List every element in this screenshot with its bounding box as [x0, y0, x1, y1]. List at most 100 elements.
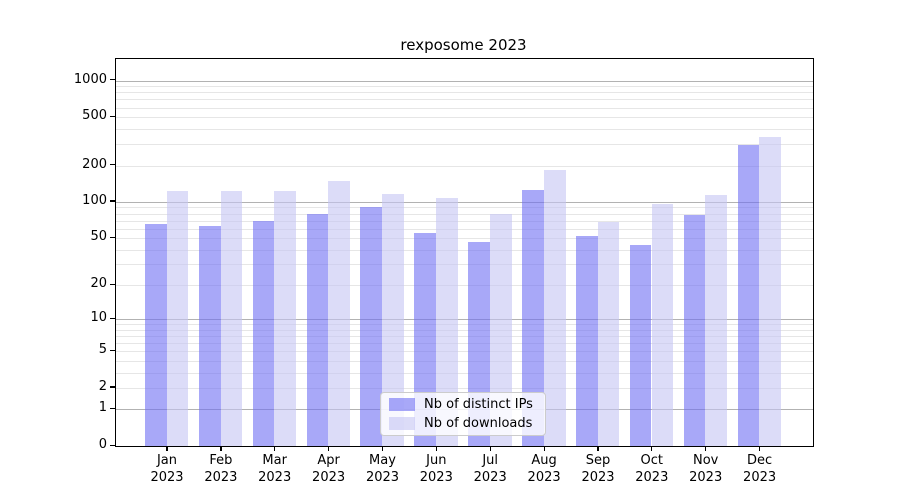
y-tick-mark-50	[110, 236, 115, 238]
x-tick-mark-jun	[435, 446, 437, 452]
y-tick-label-10: 10	[90, 310, 107, 326]
y-tick-label-1000: 1000	[73, 71, 107, 87]
x-tick-mark-mar	[274, 446, 276, 452]
x-tick-label-apr: Apr 2023	[312, 453, 346, 485]
y-tick-mark-2	[110, 386, 115, 388]
bar-downloads-dec	[759, 136, 782, 446]
bar-downloads-aug	[543, 169, 566, 446]
bar-distinct-ips-feb	[198, 226, 221, 446]
bar-distinct-ips-oct	[629, 244, 652, 446]
y-tick-label-1: 1	[98, 400, 107, 416]
legend-entry-downloads: Nb of downloads	[389, 416, 537, 431]
y-tick-mark-200	[110, 164, 115, 166]
minor-gridline-400	[116, 128, 813, 130]
minor-gridline-9	[116, 324, 813, 326]
minor-gridline-50	[116, 238, 813, 239]
minor-gridline-4	[116, 360, 813, 362]
x-tick-mark-apr	[328, 446, 330, 452]
bar-downloads-nov	[705, 194, 728, 446]
x-tick-label-feb: Feb 2023	[204, 453, 238, 485]
x-tick-label-dec: Dec 2023	[743, 453, 777, 485]
legend-swatch-downloads	[389, 417, 415, 430]
minor-gridline-70	[116, 220, 813, 222]
y-tick-mark-1000	[110, 79, 115, 81]
x-tick-label-jun: Jun 2023	[419, 453, 453, 485]
bar-downloads-jan	[166, 191, 189, 446]
minor-gridline-60	[116, 228, 813, 230]
x-tick-label-jul: Jul 2023	[473, 453, 507, 485]
y-tick-mark-100	[110, 200, 115, 202]
bar-distinct-ips-dec	[737, 144, 760, 446]
bar-downloads-sep	[597, 222, 620, 446]
minor-gridline-80	[116, 213, 813, 215]
x-tick-mark-jul	[489, 446, 491, 452]
bar-distinct-ips-aug	[522, 189, 544, 446]
minor-gridline-30	[116, 264, 813, 266]
minor-gridline-5	[116, 351, 813, 353]
minor-gridline-800	[116, 92, 813, 94]
x-tick-mark-sep	[597, 446, 599, 452]
bar-downloads-jun	[436, 197, 458, 446]
x-tick-label-may: May 2023	[365, 453, 400, 485]
x-tick-mark-may	[381, 446, 384, 452]
bar-downloads-jul	[489, 213, 512, 446]
y-tick-label-2: 2	[98, 378, 107, 394]
legend-swatch-distinct-ips	[389, 398, 415, 411]
major-gridline-1000	[116, 80, 813, 82]
minor-gridline-300	[116, 144, 813, 146]
x-tick-label-aug: Aug 2023	[527, 453, 561, 485]
y-tick-mark-0	[110, 444, 115, 446]
x-tick-mark-nov	[705, 446, 707, 452]
x-tick-mark-dec	[759, 446, 761, 452]
x-tick-label-sep: Sep 2023	[581, 453, 615, 485]
bar-distinct-ips-nov	[683, 214, 706, 446]
plot-area	[115, 58, 814, 447]
bar-distinct-ips-may	[360, 206, 383, 446]
y-tick-label-200: 200	[82, 156, 107, 172]
x-tick-mark-jan	[166, 446, 168, 452]
minor-gridline-900	[116, 86, 813, 88]
minor-gridline-90	[116, 207, 813, 209]
bar-distinct-ips-sep	[575, 236, 598, 446]
minor-gridline-40	[116, 249, 813, 251]
legend-label-distinct-ips: Nb of distinct IPs	[424, 397, 533, 412]
bar-distinct-ips-apr	[306, 214, 329, 446]
y-tick-mark-5	[110, 349, 115, 351]
major-gridline-10	[116, 319, 813, 321]
legend: Nb of distinct IPs Nb of downloads	[380, 392, 546, 436]
y-tick-mark-1	[110, 407, 115, 410]
y-tick-label-50: 50	[90, 229, 107, 244]
x-tick-mark-feb	[220, 446, 222, 452]
bar-distinct-ips-mar	[252, 221, 275, 446]
bar-downloads-oct	[651, 203, 674, 446]
minor-gridline-2	[116, 387, 813, 389]
y-tick-mark-10	[110, 317, 115, 319]
y-tick-label-100: 100	[82, 192, 107, 208]
y-tick-label-0: 0	[98, 437, 107, 452]
x-tick-label-jan: Jan 2023	[150, 453, 184, 485]
y-tick-label-5: 5	[98, 342, 107, 358]
minor-gridline-6	[116, 343, 813, 345]
y-tick-label-20: 20	[90, 276, 107, 291]
x-tick-label-nov: Nov 2023	[689, 453, 723, 485]
minor-gridline-200	[116, 165, 813, 167]
bar-downloads-may	[382, 193, 404, 446]
x-tick-label-mar: Mar 2023	[258, 453, 292, 485]
minor-gridline-700	[116, 99, 813, 101]
minor-gridline-600	[116, 107, 813, 109]
minor-gridline-500	[116, 117, 813, 119]
bar-downloads-apr	[328, 181, 351, 446]
chart-title: rexposome 2023	[400, 36, 527, 54]
y-tick-label-500: 500	[82, 108, 107, 124]
minor-gridline-20	[116, 285, 813, 286]
y-tick-mark-500	[110, 115, 115, 117]
x-tick-mark-aug	[543, 446, 545, 452]
x-tick-mark-oct	[651, 446, 653, 452]
legend-entry-distinct-ips: Nb of distinct IPs	[389, 397, 537, 412]
minor-gridline-3	[116, 372, 813, 374]
major-gridline-100	[116, 201, 813, 203]
legend-label-downloads: Nb of downloads	[424, 416, 533, 431]
bar-distinct-ips-jan	[144, 223, 167, 446]
minor-gridline-8	[116, 329, 813, 331]
